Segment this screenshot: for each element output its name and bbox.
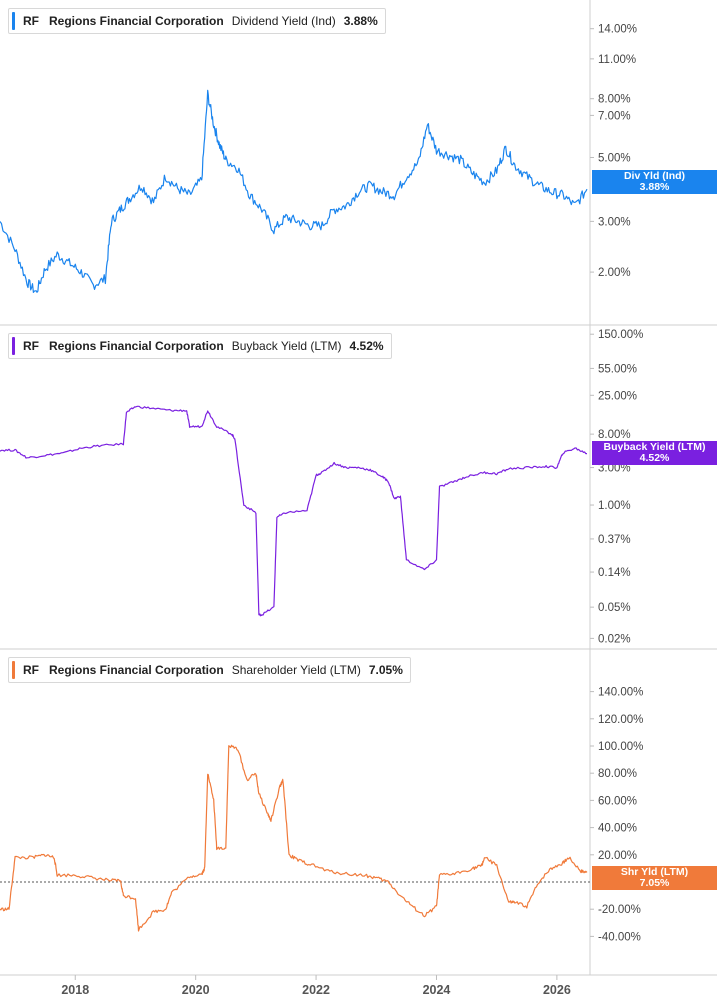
x-tick-label: 2018 [61, 983, 89, 997]
y-tick-label: 140.00% [598, 687, 643, 699]
y-tick-label: 0.14% [598, 567, 631, 579]
legend-shareholder-yield: RF Regions Financial Corporation Shareho… [8, 657, 411, 683]
y-tick-label: 7.00% [598, 110, 631, 122]
y-tick-label: 3.00% [598, 216, 631, 228]
series-color-swatch [12, 661, 15, 679]
y-tick-label: 8.00% [598, 429, 631, 441]
y-tick-label: 40.00% [598, 823, 637, 835]
y-tick-label: 3.00% [598, 463, 631, 475]
x-tick-label: 2026 [543, 983, 571, 997]
y-tick-label: 0.02% [598, 633, 631, 645]
legend-value: 4.52% [349, 339, 384, 353]
series-line-0 [0, 89, 588, 293]
last-value-tag-buyback: Buyback Yield (LTM) 4.52% [592, 441, 717, 465]
y-tick-label: 14.00% [598, 24, 637, 36]
legend-metric: Dividend Yield (Ind) [231, 14, 336, 28]
x-tick-label: 2024 [423, 983, 451, 997]
legend-ticker: RF [23, 339, 39, 353]
y-tick-label: -20.00% [598, 904, 641, 916]
legend-company: Regions Financial Corporation [49, 14, 224, 28]
y-tick-label: 55.00% [598, 363, 637, 375]
y-tick-label: 2.00% [598, 267, 631, 279]
y-tick-label: 8.00% [598, 94, 631, 106]
legend-ticker: RF [23, 14, 39, 28]
y-tick-label: 25.00% [598, 390, 637, 402]
series-line-2 [0, 744, 588, 932]
legend-value: 3.88% [343, 14, 378, 28]
y-tick-label: 100.00% [598, 741, 643, 753]
y-tick-label: 120.00% [598, 714, 643, 726]
series-line-1 [0, 405, 587, 617]
y-tick-label: 1.00% [598, 500, 631, 512]
y-tick-label: 150.00% [598, 329, 643, 341]
legend-value: 7.05% [368, 663, 403, 677]
legend-company: Regions Financial Corporation [49, 339, 224, 353]
last-value-tag-shareholder: Shr Yld (LTM) 7.05% [592, 866, 717, 890]
last-value-tag-dividend: Div Yld (Ind) 3.88% [592, 170, 717, 194]
legend-company: Regions Financial Corporation [49, 663, 224, 677]
y-tick-label: 80.00% [598, 768, 637, 780]
tag-value: 4.52% [639, 452, 670, 464]
y-tick-label: 0.37% [598, 534, 631, 546]
y-tick-label: 0.05% [598, 602, 631, 614]
tag-value: 7.05% [639, 877, 670, 889]
tag-label: Div Yld (Ind) [623, 170, 686, 182]
series-color-swatch [12, 337, 15, 355]
tag-value: 3.88% [639, 181, 670, 193]
x-tick-label: 2020 [182, 983, 210, 997]
legend-metric: Buyback Yield (LTM) [231, 339, 342, 353]
legend-ticker: RF [23, 663, 39, 677]
tag-label: Buyback Yield (LTM) [603, 441, 706, 453]
y-tick-label: -40.00% [598, 931, 641, 943]
legend-buyback-yield: RF Regions Financial Corporation Buyback… [8, 333, 392, 359]
y-tick-label: 60.00% [598, 795, 637, 807]
y-tick-label: 11.00% [598, 54, 636, 66]
legend-dividend-yield: RF Regions Financial Corporation Dividen… [8, 8, 386, 34]
y-tick-label: 5.00% [598, 152, 631, 164]
tag-label: Shr Yld (LTM) [620, 866, 689, 878]
legend-metric: Shareholder Yield (LTM) [231, 663, 361, 677]
series-color-swatch [12, 12, 15, 30]
y-tick-label: 20.00% [598, 850, 637, 862]
x-tick-label: 2022 [302, 983, 330, 997]
